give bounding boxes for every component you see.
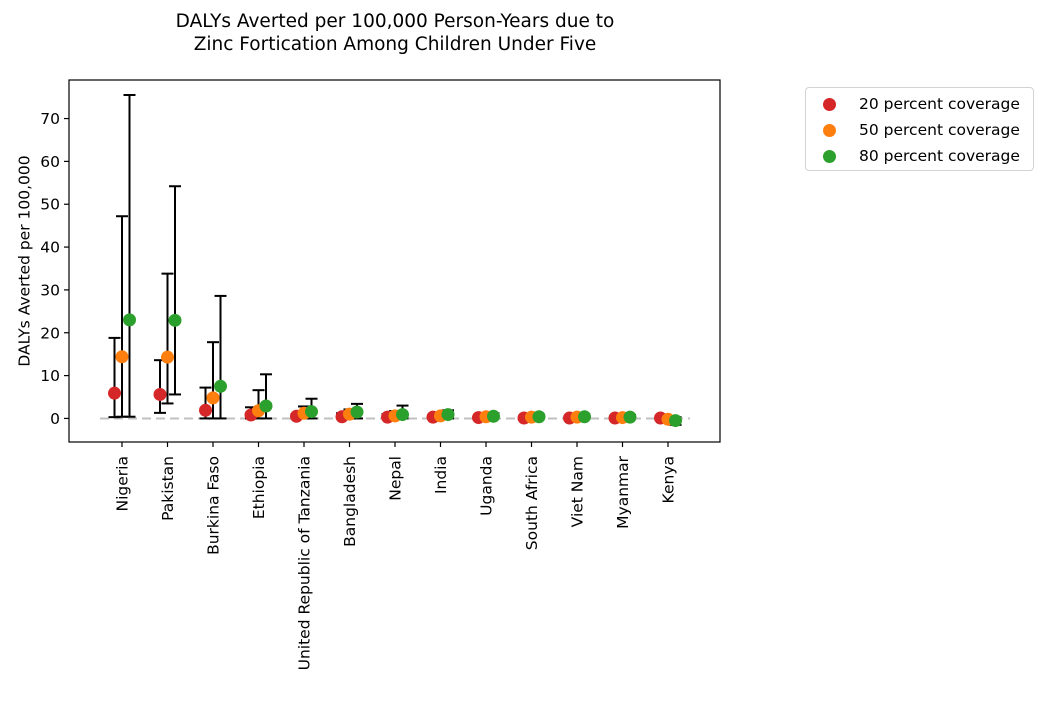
y-tick-label: 10 xyxy=(40,367,60,385)
data-point xyxy=(578,410,591,424)
legend-item-20: 20 percent coverage xyxy=(806,92,1035,118)
x-tick-label: Pakistan xyxy=(159,456,177,521)
legend-label-20: 20 percent coverage xyxy=(859,95,1020,113)
x-axis-ticks: Nigeria Pakistan Burkina Faso Ethiopia Unite… xyxy=(114,442,678,670)
x-tick-label: Ethiopia xyxy=(250,456,268,519)
data-point xyxy=(199,403,212,417)
y-tick-label: 70 xyxy=(40,110,60,128)
chart-title-group: DALYs Averted per 100,000 Person-Years d… xyxy=(176,11,615,55)
data-point xyxy=(168,313,182,327)
x-tick-label: Nepal xyxy=(387,456,405,501)
data-point xyxy=(487,409,500,423)
x-tick-label: Nigeria xyxy=(114,456,132,511)
y-tick-label: 30 xyxy=(40,281,60,299)
legend-marker-50 xyxy=(823,124,836,137)
legend-marker-20 xyxy=(823,98,836,111)
chart-title-line: Zinc Fortication Among Children Under Fi… xyxy=(194,34,597,55)
x-tick-label: India xyxy=(432,456,450,494)
legend-label-50: 50 percent coverage xyxy=(859,121,1020,139)
data-point xyxy=(206,391,220,405)
data-point xyxy=(108,386,121,400)
data-point xyxy=(532,410,546,424)
chart-title-line: DALYs Averted per 100,000 Person-Years d… xyxy=(176,11,615,32)
data-point xyxy=(441,408,455,422)
legend-marker-80 xyxy=(823,150,836,163)
y-tick-label: 20 xyxy=(40,324,60,342)
y-tick-label: 60 xyxy=(40,153,60,171)
data-point xyxy=(396,408,409,422)
x-tick-label: South Africa xyxy=(523,456,541,550)
data-point xyxy=(115,350,129,364)
data-point xyxy=(259,399,273,413)
plot-area xyxy=(68,79,721,443)
y-tick-label: 40 xyxy=(40,239,60,257)
y-tick-label: 50 xyxy=(40,196,60,214)
y-axis-label: DALYs Averted per 100,000 xyxy=(15,155,33,366)
y-axis-ticks: 0 10 20 30 40 50 60 70 xyxy=(40,110,69,428)
legend-label-80: 80 percent coverage xyxy=(859,147,1020,165)
x-tick-label: Uganda xyxy=(478,456,496,516)
legend: 20 percent coverage 50 percent coverage … xyxy=(805,87,1034,171)
x-tick-label: Bangladesh xyxy=(341,456,359,547)
data-point xyxy=(214,379,227,393)
data-point xyxy=(350,405,364,419)
x-tick-label: Viet Nam xyxy=(569,456,587,527)
x-tick-label: United Republic of Tanzania xyxy=(296,456,314,670)
legend-item-80: 80 percent coverage xyxy=(806,144,1035,170)
data-point xyxy=(305,405,318,419)
y-tick-label: 0 xyxy=(50,410,60,428)
x-tick-label: Burkina Faso xyxy=(205,456,223,555)
x-tick-label: Kenya xyxy=(660,456,678,503)
legend-item-50: 50 percent coverage xyxy=(806,118,1035,144)
data-point xyxy=(123,313,136,327)
data-point xyxy=(669,414,682,428)
data-point xyxy=(153,387,167,401)
data-point xyxy=(623,410,637,424)
data-point xyxy=(161,350,174,364)
x-tick-label: Myanmar xyxy=(614,455,632,528)
